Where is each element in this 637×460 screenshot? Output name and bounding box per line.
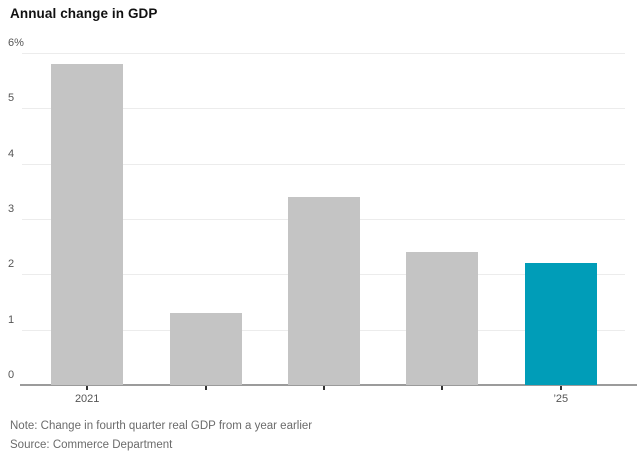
x-axis-tick xyxy=(204,386,207,390)
y-tick-label: 0 xyxy=(8,369,15,381)
bar-2025 xyxy=(524,263,597,385)
y-tick-label: 6% xyxy=(8,37,24,49)
x-axis-tick xyxy=(323,386,325,390)
y-tick-label: 2 xyxy=(8,258,15,271)
y-tick-label: 1 xyxy=(8,313,15,326)
x-axis-tick xyxy=(559,386,562,390)
chart-source: Source: Commerce Department xyxy=(10,439,173,451)
gridline-y6 xyxy=(22,53,625,54)
y-tick-label: 3 xyxy=(8,203,15,215)
y-tick-label: 5 xyxy=(8,92,15,105)
x-axis-tick xyxy=(86,386,89,390)
chart-note: Note: Change in fourth quarter real GDP … xyxy=(10,420,313,432)
y-tick-label: 4 xyxy=(8,147,15,160)
x-tick-label: ’25 xyxy=(553,393,569,405)
x-tick-label: 2021 xyxy=(74,393,100,405)
gridline-y5 xyxy=(22,108,625,110)
x-axis-tick xyxy=(441,386,444,390)
bar-2024 xyxy=(406,252,479,385)
gridline-y4 xyxy=(22,163,625,165)
bar-2021 xyxy=(51,64,124,385)
bar-2022 xyxy=(169,313,242,385)
x-axis-baseline xyxy=(20,384,637,386)
chart-title: Annual change in GDP xyxy=(10,6,158,21)
bar-2023 xyxy=(288,196,360,385)
